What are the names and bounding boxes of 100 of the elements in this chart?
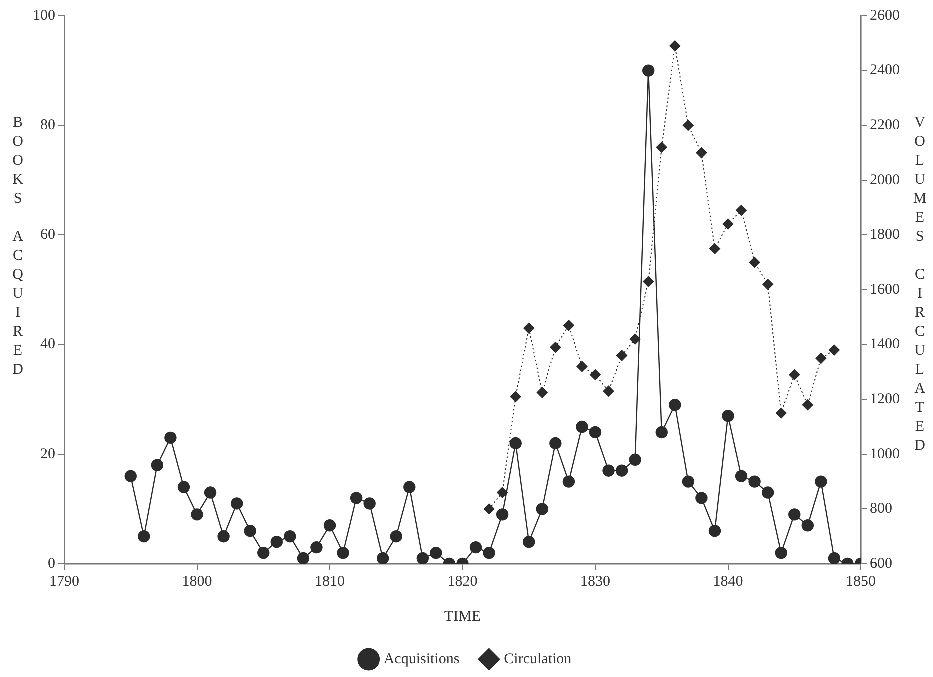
point xyxy=(748,476,761,488)
point xyxy=(562,476,576,488)
legend-label: Acquisitions xyxy=(384,651,460,668)
y2-tick-label: 1800 xyxy=(870,227,900,244)
point xyxy=(696,148,708,158)
point xyxy=(762,486,774,499)
legend-label: Circulation xyxy=(504,651,572,668)
point xyxy=(364,498,376,510)
point xyxy=(178,481,190,494)
point xyxy=(762,279,774,290)
point xyxy=(297,552,310,564)
y2-axis-title: VOLUMES CIRCULATED xyxy=(912,115,928,457)
point xyxy=(642,64,655,77)
point xyxy=(603,386,614,397)
point xyxy=(722,410,734,422)
point xyxy=(630,334,641,345)
point xyxy=(749,257,760,268)
point xyxy=(510,391,522,402)
point xyxy=(789,369,800,380)
y2-tick-label: 2600 xyxy=(870,8,900,24)
point xyxy=(350,492,363,504)
point xyxy=(430,546,442,560)
point xyxy=(497,487,508,498)
y-tick-label: 80 xyxy=(40,118,56,134)
y-axis-title: BOOKS ACQUIRED xyxy=(10,115,26,381)
point xyxy=(816,353,827,364)
point xyxy=(164,432,177,444)
y2-tick-label: 600 xyxy=(870,556,892,572)
point xyxy=(483,546,496,560)
point xyxy=(470,541,482,554)
point xyxy=(788,508,801,521)
x-tick-label: 1820 xyxy=(448,574,478,590)
x-tick-label: 1810 xyxy=(315,574,345,590)
point xyxy=(776,408,787,419)
point xyxy=(643,276,654,288)
point xyxy=(696,492,708,504)
y-tick-label: 100 xyxy=(33,8,56,24)
y2-tick-label: 2000 xyxy=(870,172,900,188)
point xyxy=(510,437,522,450)
point xyxy=(576,361,588,372)
point xyxy=(536,503,548,516)
point xyxy=(828,552,841,564)
point xyxy=(656,142,668,154)
point xyxy=(656,426,668,439)
point xyxy=(191,508,204,521)
x-tick-label: 1800 xyxy=(182,574,212,590)
point xyxy=(669,398,682,412)
y-tick-label: 0 xyxy=(48,556,56,572)
y-tick-label: 60 xyxy=(40,227,56,244)
point xyxy=(377,552,390,564)
point xyxy=(563,320,574,332)
point xyxy=(204,486,217,499)
point xyxy=(735,470,748,482)
point xyxy=(324,520,336,532)
x-tick-label: 1830 xyxy=(580,574,610,590)
point xyxy=(416,552,430,564)
point xyxy=(828,344,840,356)
point xyxy=(284,530,296,543)
point xyxy=(802,400,814,411)
point xyxy=(802,520,814,532)
point xyxy=(390,530,402,543)
point xyxy=(124,470,137,482)
point xyxy=(404,481,416,494)
point xyxy=(682,476,695,488)
x-tick-label: 1850 xyxy=(846,574,876,590)
x-axis-title: TIME xyxy=(444,608,482,625)
point xyxy=(244,525,256,538)
point xyxy=(670,40,681,52)
y-tick-label: 40 xyxy=(40,336,56,353)
point xyxy=(682,120,694,132)
point xyxy=(589,426,602,439)
point xyxy=(536,387,548,398)
point xyxy=(590,369,601,380)
point xyxy=(258,546,270,560)
point xyxy=(524,322,535,334)
point xyxy=(310,541,323,554)
point xyxy=(337,546,350,560)
point xyxy=(576,420,588,434)
y-tick-label: 20 xyxy=(40,446,56,462)
y2-tick-label: 1600 xyxy=(870,282,900,298)
point xyxy=(815,476,828,488)
y2-tick-label: 1000 xyxy=(870,446,900,462)
x-tick-label: 1790 xyxy=(50,574,80,590)
point xyxy=(722,218,734,230)
y2-tick-label: 1400 xyxy=(870,336,900,353)
point xyxy=(709,243,720,254)
y2-tick-label: 800 xyxy=(870,501,892,518)
point xyxy=(602,464,615,477)
y2-tick-label: 2400 xyxy=(870,62,900,79)
point xyxy=(616,350,628,362)
point xyxy=(775,546,788,560)
point xyxy=(151,459,164,472)
point xyxy=(629,454,642,466)
point xyxy=(218,530,230,543)
point xyxy=(138,530,150,543)
point xyxy=(616,464,628,477)
point xyxy=(523,536,536,548)
x-tick-label: 1840 xyxy=(713,574,744,590)
point xyxy=(736,205,748,216)
point xyxy=(550,342,562,354)
